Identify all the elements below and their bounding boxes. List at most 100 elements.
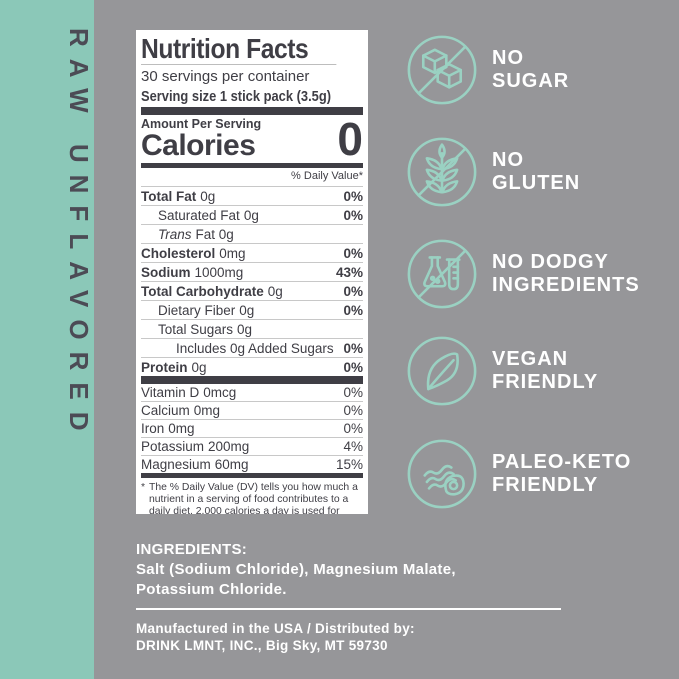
ingredients-heading: INGREDIENTS: <box>136 541 248 558</box>
daily-value: 0% <box>343 359 363 375</box>
row-dietary-fiber: Dietary Fiber 0g 0% <box>141 301 363 320</box>
medium-divider-bar <box>141 473 363 478</box>
nutrition-facts-title: Nutrition Facts <box>141 33 337 65</box>
nutrient-name: Total Fat <box>141 188 197 204</box>
vegan-friendly-icon <box>406 335 478 407</box>
nutrient-name-italic: Trans <box>158 226 192 242</box>
ingredients-line1: Salt (Sodium Chloride), Magnesium Malate… <box>136 561 456 578</box>
nutrient-name: Dietary Fiber <box>158 302 236 318</box>
nutrient-name: Fat 0g <box>195 226 234 242</box>
horizontal-divider <box>136 608 561 610</box>
nutrient-amount: 0mg <box>193 403 221 418</box>
badge-paleo-keto-friendly: PALEO-KETO FRIENDLY <box>406 438 631 510</box>
badge-label-line1: NO <box>492 149 524 171</box>
nutrient-name: Iron <box>141 421 165 436</box>
distribution-line1: Manufactured in the USA / Distributed by… <box>136 621 415 636</box>
amount-per-serving-label: Amount Per Serving <box>141 117 262 131</box>
nutrient-name: Vitamin D <box>141 385 200 400</box>
daily-value: 0% <box>343 340 363 356</box>
nutrient-name: Total Carbohydrate <box>141 283 264 299</box>
nutrition-facts-label: Nutrition Facts 30 servings per containe… <box>136 30 368 514</box>
badge-label-line2: SUGAR <box>492 70 570 92</box>
calories-value: 0 <box>337 113 363 165</box>
row-saturated-fat: Saturated Fat 0g 0% <box>141 206 363 225</box>
daily-value: 0% <box>343 245 363 261</box>
badge-label-line1: NO DODGY <box>492 251 609 273</box>
nutrient-amount: 0g <box>239 302 255 318</box>
row-trans-fat: Trans Fat 0g <box>141 225 363 244</box>
nutrient-name: Cholesterol <box>141 245 216 261</box>
row-protein: Protein 0g 0% <box>141 358 363 376</box>
row-potassium: Potassium 200mg 4% <box>141 438 363 456</box>
nutrient-amount: 0mg <box>219 245 246 261</box>
row-total-sugars: Total Sugars 0g <box>141 320 363 339</box>
nutrient-amount: 1000mg <box>194 264 244 280</box>
row-magnesium: Magnesium 60mg 15% <box>141 456 363 473</box>
daily-value: 43% <box>335 264 363 280</box>
brand-vertical-text: RAW UNFLAVORED <box>64 28 94 443</box>
daily-value: 0% <box>343 403 363 418</box>
nutrient-name: Sodium <box>141 264 191 280</box>
badge-vegan-friendly: VEGAN FRIENDLY <box>406 335 598 407</box>
badge-label-line2: GLUTEN <box>492 172 581 194</box>
row-vitamin-d: Vitamin D 0mcg 0% <box>141 384 363 402</box>
daily-value-footnote: * The % Daily Value (DV) tells you how m… <box>141 478 363 514</box>
badge-label-line2: FRIENDLY <box>492 371 599 393</box>
badge-label-line2: INGREDIENTS <box>492 274 640 296</box>
row-cholesterol: Cholesterol 0mg 0% <box>141 244 363 263</box>
no-dodgy-ingredients-icon <box>406 238 478 310</box>
ingredients-line2: Potassium Chloride. <box>136 581 287 598</box>
nutrient-name: Includes 0g Added Sugars <box>176 340 334 356</box>
badge-label-line1: PALEO-KETO <box>492 451 632 473</box>
badge-label-line1: VEGAN <box>492 348 569 370</box>
daily-value: 0% <box>343 207 363 223</box>
no-sugar-icon <box>406 34 478 106</box>
badge-no-dodgy-ingredients: NO DODGY INGREDIENTS <box>406 238 640 310</box>
calories-section: Amount Per Serving Calories 0 <box>141 115 363 163</box>
daily-value: 0% <box>343 283 363 299</box>
footnote-text: The % Daily Value (DV) tells you how muc… <box>149 482 358 514</box>
badge-no-sugar: NO SUGAR <box>406 34 569 106</box>
daily-value-header: % Daily Value* <box>141 168 363 187</box>
nutrient-name: Potassium <box>141 439 205 454</box>
nutrient-name: Total Sugars <box>158 321 234 337</box>
nutrient-amount: 0g <box>243 207 259 223</box>
daily-value: 0% <box>343 302 363 318</box>
nutrient-amount: 0g <box>191 359 207 375</box>
row-iron: Iron 0mg 0% <box>141 420 363 438</box>
row-total-fat: Total Fat 0g 0% <box>141 187 363 206</box>
thick-divider-bar <box>141 107 363 115</box>
nutrient-name: Calcium <box>141 403 190 418</box>
daily-value: 4% <box>343 439 363 454</box>
daily-value: 0% <box>343 385 363 400</box>
brand-panel <box>0 0 94 679</box>
nutrient-amount: 200mg <box>208 439 250 454</box>
badge-label-line1: NO <box>492 47 524 69</box>
nutrient-amount: 0g <box>267 283 283 299</box>
daily-value: 15% <box>335 457 363 472</box>
ingredients-block: INGREDIENTS: Salt (Sodium Chloride), Mag… <box>136 540 456 600</box>
calories-label: Calories <box>141 129 256 162</box>
medium-divider-bar <box>141 163 363 168</box>
footnote-asterisk: * <box>141 482 146 493</box>
serving-size: Serving size 1 stick pack (3.5g) <box>141 88 332 105</box>
nutrient-amount: 60mg <box>214 457 249 472</box>
row-calcium: Calcium 0mg 0% <box>141 402 363 420</box>
badge-no-gluten: NO GLUTEN <box>406 136 580 208</box>
nutrient-amount: 0g <box>237 321 253 337</box>
nutrient-name: Saturated Fat <box>158 207 240 223</box>
distribution-line2: DRINK LMNT, INC., Big Sky, MT 59730 <box>136 638 388 653</box>
badge-label-line2: FRIENDLY <box>492 474 599 496</box>
thick-divider-bar <box>141 376 363 384</box>
servings-per-container: 30 servings per container <box>141 68 310 85</box>
distribution-block: Manufactured in the USA / Distributed by… <box>136 620 415 654</box>
paleo-keto-friendly-icon <box>406 438 478 510</box>
row-sodium: Sodium 1000mg 43% <box>141 263 363 282</box>
row-total-carbohydrate: Total Carbohydrate 0g 0% <box>141 282 363 301</box>
daily-value: 0% <box>343 421 363 436</box>
nutrient-amount: 0mg <box>168 421 195 436</box>
no-gluten-icon <box>406 136 478 208</box>
nutrient-name: Magnesium <box>141 457 211 472</box>
daily-value: 0% <box>343 188 363 204</box>
row-added-sugars: Includes 0g Added Sugars 0% <box>141 339 363 358</box>
